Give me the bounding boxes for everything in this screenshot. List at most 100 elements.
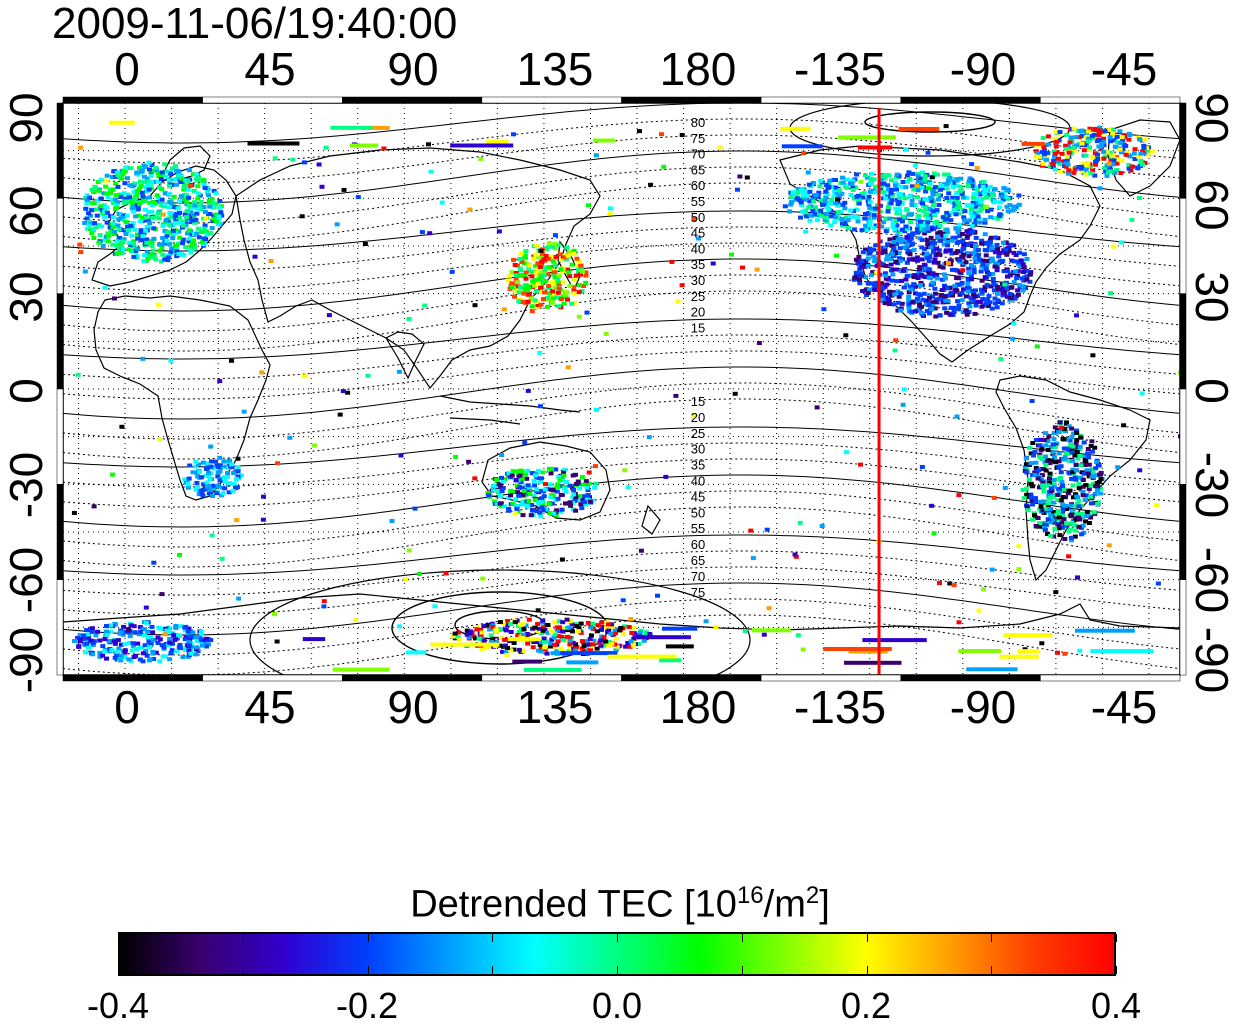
tec-pixel	[132, 630, 138, 635]
bottom-lon-tick: -45	[1090, 681, 1158, 733]
tec-pixel	[804, 214, 810, 219]
tec-pixel	[884, 253, 890, 258]
tec-pixel	[186, 236, 192, 241]
tec-pixel	[735, 187, 740, 192]
tec-pixel	[969, 277, 975, 282]
tec-pixel	[90, 641, 96, 645]
tec-pixel	[555, 482, 561, 487]
tec-pixel	[866, 210, 872, 215]
contour-polar-south	[249, 569, 751, 675]
tec-pixel	[997, 200, 1003, 205]
tec-pixel	[997, 213, 1002, 218]
tec-pixel	[903, 185, 909, 190]
tec-pixel	[1057, 130, 1063, 134]
tec-pixel	[126, 627, 131, 632]
tec-pixel	[1028, 451, 1034, 456]
tec-pixel	[112, 655, 118, 660]
tec-pixel	[1138, 151, 1144, 156]
tec-pixel	[299, 214, 305, 219]
tec-pixel	[1021, 496, 1027, 501]
tec-pixel	[1080, 478, 1086, 482]
tec-pixel	[976, 252, 982, 257]
tec-pixel	[188, 210, 194, 215]
tec-pixel	[926, 303, 932, 308]
colorbar-minor-tick	[118, 934, 119, 942]
tec-pixel	[112, 641, 118, 646]
tec-pixel	[122, 181, 128, 186]
tec-pixel	[513, 277, 519, 282]
tec-pixel	[552, 642, 558, 647]
tec-pixel	[897, 246, 903, 251]
tec-pixel	[1000, 197, 1006, 202]
tec-pixel	[929, 225, 935, 230]
tec-pixel	[951, 180, 957, 185]
tec-pixel	[899, 278, 904, 283]
tec-pixel	[117, 192, 123, 197]
tec-pixel	[516, 630, 522, 634]
tec-streak	[958, 649, 1001, 653]
tec-pixel	[106, 234, 112, 239]
tec-pixel	[824, 205, 830, 210]
tec-pixel	[183, 624, 189, 629]
tec-pixel	[135, 207, 141, 212]
tec-pixel	[729, 252, 734, 257]
tec-pixel	[825, 186, 831, 190]
tec-pixel	[119, 243, 124, 248]
tec-pixel	[1097, 491, 1103, 496]
contour-label-south: 35	[691, 458, 705, 473]
tec-pixel	[873, 190, 878, 195]
tec-pixel	[1098, 486, 1104, 491]
tec-pixel	[923, 275, 929, 280]
contour-line	[63, 134, 1180, 184]
tec-pixel	[914, 195, 920, 199]
tec-pixel	[114, 243, 120, 248]
tec-pixel	[795, 190, 801, 194]
tec-pixel	[99, 224, 105, 229]
tec-pixel	[1052, 445, 1058, 450]
tec-pixel	[905, 179, 911, 184]
tec-pixel	[153, 257, 159, 262]
tec-pixel	[97, 206, 103, 211]
tec-pixel	[606, 628, 612, 633]
tec-pixel	[893, 338, 899, 343]
tec-pixel	[798, 200, 804, 205]
tec-pixel	[828, 214, 834, 219]
tec-pixel	[136, 632, 142, 637]
tec-streak	[247, 141, 300, 146]
tec-pixel	[623, 644, 629, 649]
tec-pixel	[1060, 502, 1066, 507]
tec-pixel	[761, 632, 767, 637]
tec-pixel	[1038, 437, 1044, 442]
tec-pixel	[135, 641, 141, 646]
tec-pixel	[126, 195, 132, 200]
tec-pixel	[889, 198, 895, 203]
tec-pixel	[89, 231, 95, 236]
tec-pixel	[885, 242, 891, 247]
tec-pixel	[1155, 581, 1161, 586]
tec-pixel	[133, 249, 139, 253]
tec-pixel	[1087, 171, 1093, 176]
tec-pixel	[903, 238, 909, 243]
tec-pixel	[167, 629, 173, 634]
tec-pixel	[1137, 137, 1142, 142]
tec-pixel	[982, 191, 988, 196]
tec-pixel	[181, 184, 187, 189]
tec-pixel	[110, 242, 116, 247]
tec-pixel	[595, 623, 601, 628]
tec-pixel	[1101, 156, 1107, 161]
tec-pixel	[91, 235, 97, 240]
tec-pixel	[169, 246, 175, 251]
tec-pixel	[1080, 489, 1086, 494]
tec-pixel	[1011, 259, 1017, 264]
tec-pixel	[128, 166, 134, 171]
tec-pixel	[160, 212, 166, 217]
tec-pixel	[143, 648, 149, 653]
tec-pixel	[554, 295, 560, 300]
tec-pixel	[203, 636, 209, 641]
tec-pixel	[1083, 519, 1089, 524]
tec-pixel	[900, 268, 906, 273]
tec-pixel	[1078, 514, 1084, 519]
tec-pixel	[185, 482, 191, 487]
tec-pixel	[1067, 471, 1073, 476]
tec-pixel	[893, 251, 899, 256]
